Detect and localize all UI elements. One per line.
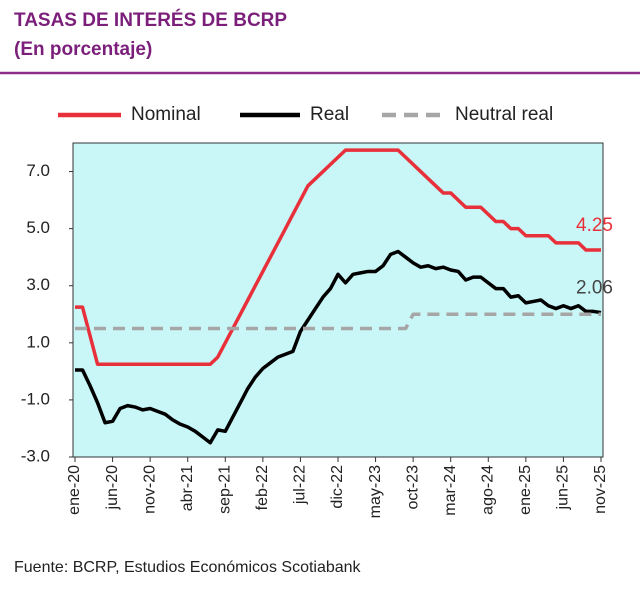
y-tick-label: 7.0: [26, 161, 50, 180]
chart-title: TASAS DE INTERÉS DE BCRP: [14, 9, 287, 31]
x-tick-label: jun-25: [555, 465, 572, 511]
x-tick-label: sep-21: [217, 465, 234, 514]
series-line: [75, 249, 602, 445]
legend-label: Nominal: [131, 104, 201, 125]
x-tick-label: ene-25: [517, 465, 534, 515]
end-label: 2.06: [576, 278, 613, 299]
legend-label: Real: [310, 104, 349, 125]
x-tick-label: feb-22: [254, 465, 271, 510]
end-label: 4.25: [576, 215, 613, 236]
x-tick-label: dic-22: [329, 465, 346, 509]
x-tick-label: may-23: [367, 465, 384, 518]
chart-subtitle: (En porcentaje): [14, 39, 152, 60]
x-tick-label: ene-20: [66, 465, 83, 515]
series-line: [75, 312, 601, 331]
x-tick-label: ago-24: [480, 465, 497, 515]
x-tick-label: oct-23: [404, 465, 421, 510]
x-tick-label: jul-22: [292, 465, 309, 505]
y-tick-label: 3.0: [26, 275, 50, 294]
x-tick-label: jun-20: [104, 465, 121, 511]
series-line: [75, 148, 601, 366]
x-tick-label: abr-21: [179, 465, 196, 511]
x-tick-label: nov-20: [141, 465, 158, 514]
y-tick-label: -1.0: [21, 389, 50, 408]
y-tick-label: -3.0: [21, 446, 50, 465]
legend-label: Neutral real: [455, 104, 553, 125]
x-tick-label: mar-24: [442, 465, 459, 516]
y-tick-label: 5.0: [26, 218, 50, 237]
x-tick-label: nov-25: [592, 465, 609, 514]
y-tick-label: 1.0: [26, 332, 50, 351]
source: Fuente: BCRP, Estudios Económicos Scotia…: [14, 559, 362, 576]
